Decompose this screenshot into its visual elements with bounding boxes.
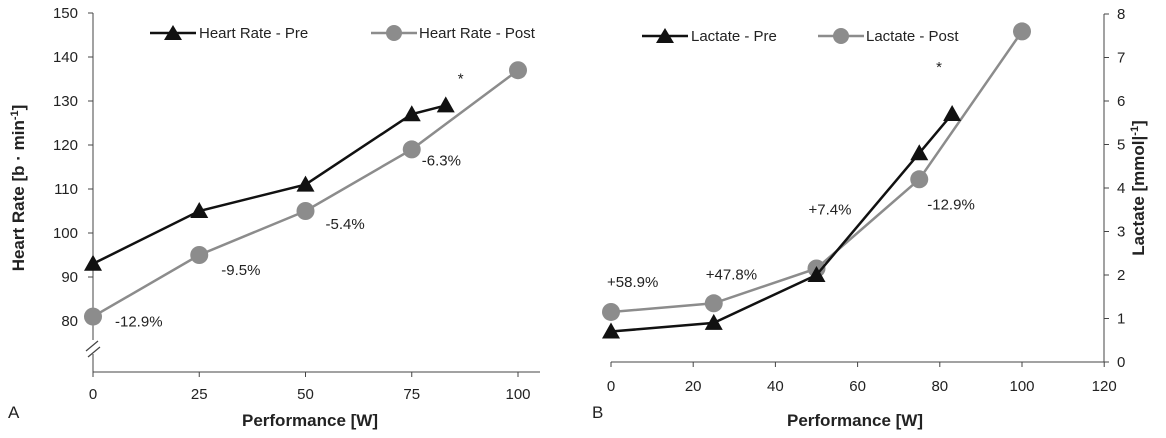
panel-a-y-tick-label: 80 <box>61 313 78 330</box>
panel-b-ylabel-end: ] <box>1129 120 1148 126</box>
panel-b-y-tick-label: 2 <box>1117 267 1125 284</box>
panel-a-x-tick-label: 75 <box>403 386 420 403</box>
panel-a-x-tick-label: 100 <box>505 386 530 403</box>
panel-a-y-tick-label: 130 <box>53 93 78 110</box>
panel-a-y-tick-label: 120 <box>53 137 78 154</box>
data-point-hr-pre <box>190 202 209 218</box>
panel-a-y-tick-label: 110 <box>54 181 78 198</box>
data-point-lac-pre <box>910 144 929 161</box>
panel-a-annotation: -6.3% <box>422 152 461 169</box>
panel-a-ylabel-end: ] <box>9 105 28 111</box>
panel-a-annotation: -12.9% <box>115 314 163 331</box>
panel-b-xlabel: Performance [W] <box>787 411 923 430</box>
data-point-hr-post <box>190 246 209 264</box>
series-line-hr-pre <box>92 104 447 265</box>
panel-a-y-tick-label: 150 <box>53 5 78 22</box>
panel-a-y-tick-label: 90 <box>61 269 78 286</box>
legend-label-hr-pre: Heart Rate - Pre <box>199 25 308 42</box>
legend-label-hr-post: Heart Rate - Post <box>419 25 536 42</box>
panel-b-legend: Lactate - Pre Lactate - Post <box>642 28 959 45</box>
legend-marker-lac-pre <box>656 28 674 43</box>
legend-marker-lac-post <box>833 28 849 44</box>
panel-a-label: A <box>8 403 20 422</box>
panel-b-y-tick-label: 7 <box>1117 50 1125 67</box>
data-point-lac-post <box>602 302 620 321</box>
legend-label-lac-post: Lactate - Post <box>866 28 959 45</box>
panel-a-axis-break-mark <box>87 346 101 358</box>
panel-a: Heart Rate [b · min-1] Performance [W] A… <box>8 25 536 430</box>
panel-a-annotation: * <box>458 70 464 87</box>
panel-a-x-tick-label: 0 <box>89 386 97 403</box>
data-point-hr-post <box>296 202 315 220</box>
panel-b-x-tick-label: 120 <box>1092 378 1117 395</box>
panel-a-ylabel: Heart Rate [b · min-1] <box>9 105 28 272</box>
legend-label-lac-pre: Lactate - Pre <box>691 28 777 45</box>
data-point-lac-pre <box>807 266 826 282</box>
panel-b-y-tick-label: 5 <box>1117 137 1125 154</box>
panel-b-x-tick-label: 40 <box>767 378 784 395</box>
panel-a-x-tick-label: 50 <box>297 386 314 403</box>
data-point-hr-post <box>402 140 421 159</box>
panel-b-annotation: +7.4% <box>809 201 852 218</box>
panel-b-annotation: +58.9% <box>607 274 658 291</box>
data-point-hr-pre <box>296 175 315 192</box>
panel-b-y-tick-label: 6 <box>1117 93 1125 110</box>
panel-b-x-tick-label: 0 <box>607 378 615 395</box>
panel-b-annotation: * <box>936 59 942 76</box>
panel-b-y-tick-label: 0 <box>1117 354 1125 371</box>
panel-b-x-tick-label: 80 <box>931 378 948 395</box>
panel-b-annotation: -12.9% <box>927 196 975 213</box>
panel-b-y-tick-label: 1 <box>1117 311 1125 328</box>
panel-b-x-tick-label: 20 <box>685 378 702 395</box>
panel-a-y-tick-label: 100 <box>53 225 78 242</box>
panel-b-ylabel-sup: -1 <box>1129 126 1141 136</box>
data-point-hr-post <box>84 307 102 326</box>
panel-b: Lactate [mmol|-1] Performance [W] B Lact… <box>592 28 1148 430</box>
panel-a-annotation: -9.5% <box>221 262 260 279</box>
panel-b-x-tick-label: 60 <box>849 378 866 395</box>
data-point-lac-pre <box>704 313 723 330</box>
legend-marker-hr-post <box>386 25 402 41</box>
data-point-hr-pre <box>402 105 421 122</box>
panel-b-x-tick-label: 100 <box>1009 378 1034 395</box>
panel-a-ylabel-sup: -1 <box>9 110 21 120</box>
series-line-lac-pre <box>610 113 954 333</box>
panel-a-y-tick-label: 140 <box>53 49 78 66</box>
series-line-hr-post <box>92 69 519 318</box>
data-point-hr-pre <box>84 254 102 271</box>
panel-b-label: B <box>592 403 603 422</box>
panel-a-x-tick-label: 25 <box>191 386 208 403</box>
data-point-lac-post <box>910 170 929 189</box>
panel-a-annotation: -5.4% <box>326 216 365 233</box>
panel-b-ylabel: Lactate [mmol|-1] <box>1129 120 1148 255</box>
panel-b-annotation: +47.8% <box>706 266 757 283</box>
data-point-lac-post <box>704 294 723 313</box>
data-point-hr-pre <box>436 96 455 113</box>
legend-marker-hr-pre <box>164 25 182 40</box>
panel-b-y-tick-label: 4 <box>1117 180 1125 197</box>
data-point-hr-post <box>509 61 527 80</box>
panel-a-ylabel-main: Heart Rate [b · min <box>9 120 28 271</box>
data-point-lac-pre <box>943 105 962 122</box>
panel-a-legend: Heart Rate - Pre Heart Rate - Post <box>150 25 536 42</box>
panel-a-axis-break-mark <box>85 340 99 352</box>
data-point-lac-post <box>1013 22 1031 41</box>
panel-a-xlabel: Performance [W] <box>242 411 378 430</box>
data-point-lac-pre <box>602 322 620 339</box>
panel-b-y-tick-label: 3 <box>1117 224 1125 241</box>
panel-b-y-tick-label: 8 <box>1117 6 1125 23</box>
panel-b-ylabel-main: Lactate [mmol| <box>1129 136 1148 256</box>
